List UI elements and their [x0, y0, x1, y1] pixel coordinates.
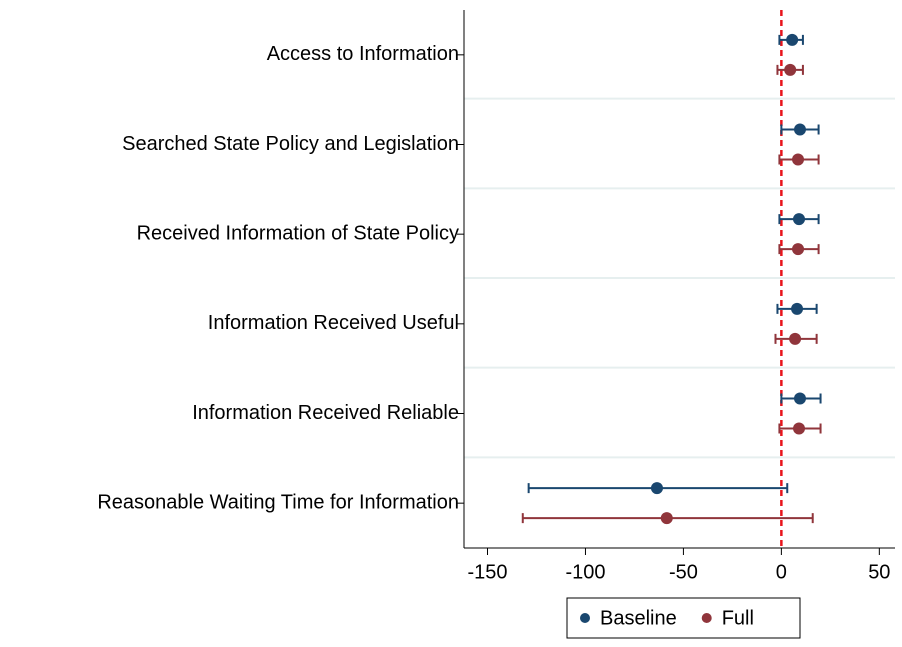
x-tick-label: -150	[467, 561, 507, 583]
y-tick-label: Received Information of State Policy	[137, 222, 459, 244]
point	[793, 392, 806, 405]
y-tick-label: Reasonable Waiting Time for Information	[97, 491, 459, 513]
point	[792, 243, 805, 256]
point	[793, 213, 806, 226]
point	[793, 123, 806, 136]
y-tick-label: Information Received Reliable	[192, 402, 459, 424]
point	[660, 512, 673, 525]
x-tick-label: -50	[669, 561, 698, 583]
legend-box	[566, 597, 801, 639]
point	[791, 302, 804, 315]
x-tick-label: 50	[868, 561, 890, 583]
legend-label: Baseline	[600, 607, 677, 629]
y-tick-label: Information Received Useful	[208, 312, 459, 334]
point	[786, 33, 799, 46]
point	[650, 482, 663, 495]
point	[793, 422, 806, 435]
point	[789, 332, 802, 345]
x-tick-label: 0	[776, 561, 787, 583]
legend-marker	[701, 613, 712, 623]
y-tick-label: Access to Information	[267, 43, 459, 65]
legend-marker	[580, 613, 590, 623]
y-tick-label: Searched State Policy and Legislation	[122, 133, 459, 155]
x-tick-label: -100	[565, 561, 605, 583]
point	[792, 153, 805, 166]
legend-label: Full	[722, 607, 754, 629]
point	[784, 63, 797, 76]
